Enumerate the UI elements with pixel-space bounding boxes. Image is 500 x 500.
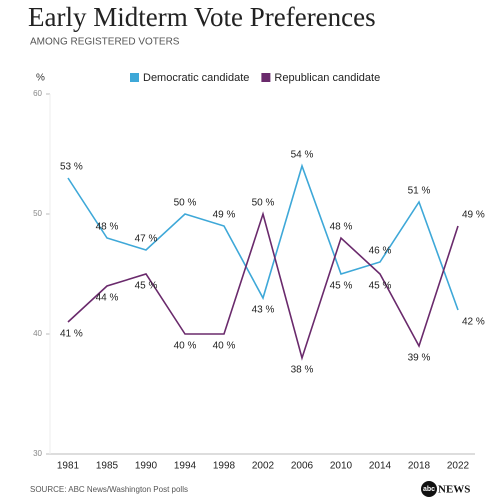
data-label: 44 %	[96, 293, 119, 304]
data-label: 40 %	[174, 341, 197, 352]
x-tick-label: 2018	[408, 461, 431, 472]
data-label: 51 %	[408, 186, 431, 197]
data-label: 43 %	[252, 305, 275, 316]
data-label: 40 %	[213, 341, 236, 352]
data-label: 50 %	[174, 198, 197, 209]
data-label: 45 %	[135, 281, 158, 292]
series-line	[67, 211, 459, 361]
data-label: 38 %	[291, 365, 314, 376]
y-axis-label: %	[36, 73, 45, 84]
data-label: 45 %	[330, 281, 353, 292]
x-tick-label: 2010	[330, 461, 353, 472]
x-tick-label: 1994	[174, 461, 197, 472]
x-tick-label: 1990	[135, 461, 158, 472]
y-tick-label: 50	[33, 209, 42, 218]
source: SOURCE: ABC News/Washington Post polls	[30, 485, 188, 494]
data-label: 50 %	[252, 198, 275, 209]
data-label: 42 %	[462, 317, 485, 328]
chart-subtitle: AMONG REGISTERED VOTERS	[30, 37, 180, 48]
data-label: 49 %	[462, 210, 485, 221]
data-label: 48 %	[330, 222, 353, 233]
series-line	[67, 163, 459, 311]
data-label: 45 %	[369, 281, 392, 292]
x-tick-label: 1998	[213, 461, 236, 472]
x-tick-label: 2014	[369, 461, 392, 472]
chart-title: Early Midterm Vote Preferences	[28, 2, 376, 32]
y-tick-label: 30	[33, 449, 42, 458]
logo-circle	[421, 481, 437, 497]
data-label: 48 %	[96, 222, 119, 233]
logo-text: NEWS	[438, 484, 470, 496]
x-tick-label: 1985	[96, 461, 119, 472]
legend-swatch	[261, 73, 271, 82]
x-tick-label: 2022	[447, 461, 470, 472]
data-label: 39 %	[408, 353, 431, 364]
y-tick-label: 60	[33, 89, 42, 98]
data-label: 54 %	[291, 150, 314, 161]
legend-label: Republican candidate	[274, 72, 380, 84]
legend-swatch	[130, 73, 139, 82]
legend-label: Democratic candidate	[143, 72, 249, 84]
x-tick-label: 2006	[291, 461, 314, 472]
data-label: 49 %	[213, 210, 236, 221]
y-tick-label: 40	[33, 329, 42, 338]
logo-mark: abc	[423, 486, 435, 493]
data-label: 53 %	[60, 162, 83, 173]
data-label: 41 %	[60, 329, 83, 340]
x-tick-label: 1981	[57, 461, 80, 472]
logo: abc NEWS	[421, 481, 470, 497]
data-label: 47 %	[135, 234, 158, 245]
data-label: 46 %	[369, 246, 392, 257]
x-tick-label: 2002	[252, 461, 275, 472]
